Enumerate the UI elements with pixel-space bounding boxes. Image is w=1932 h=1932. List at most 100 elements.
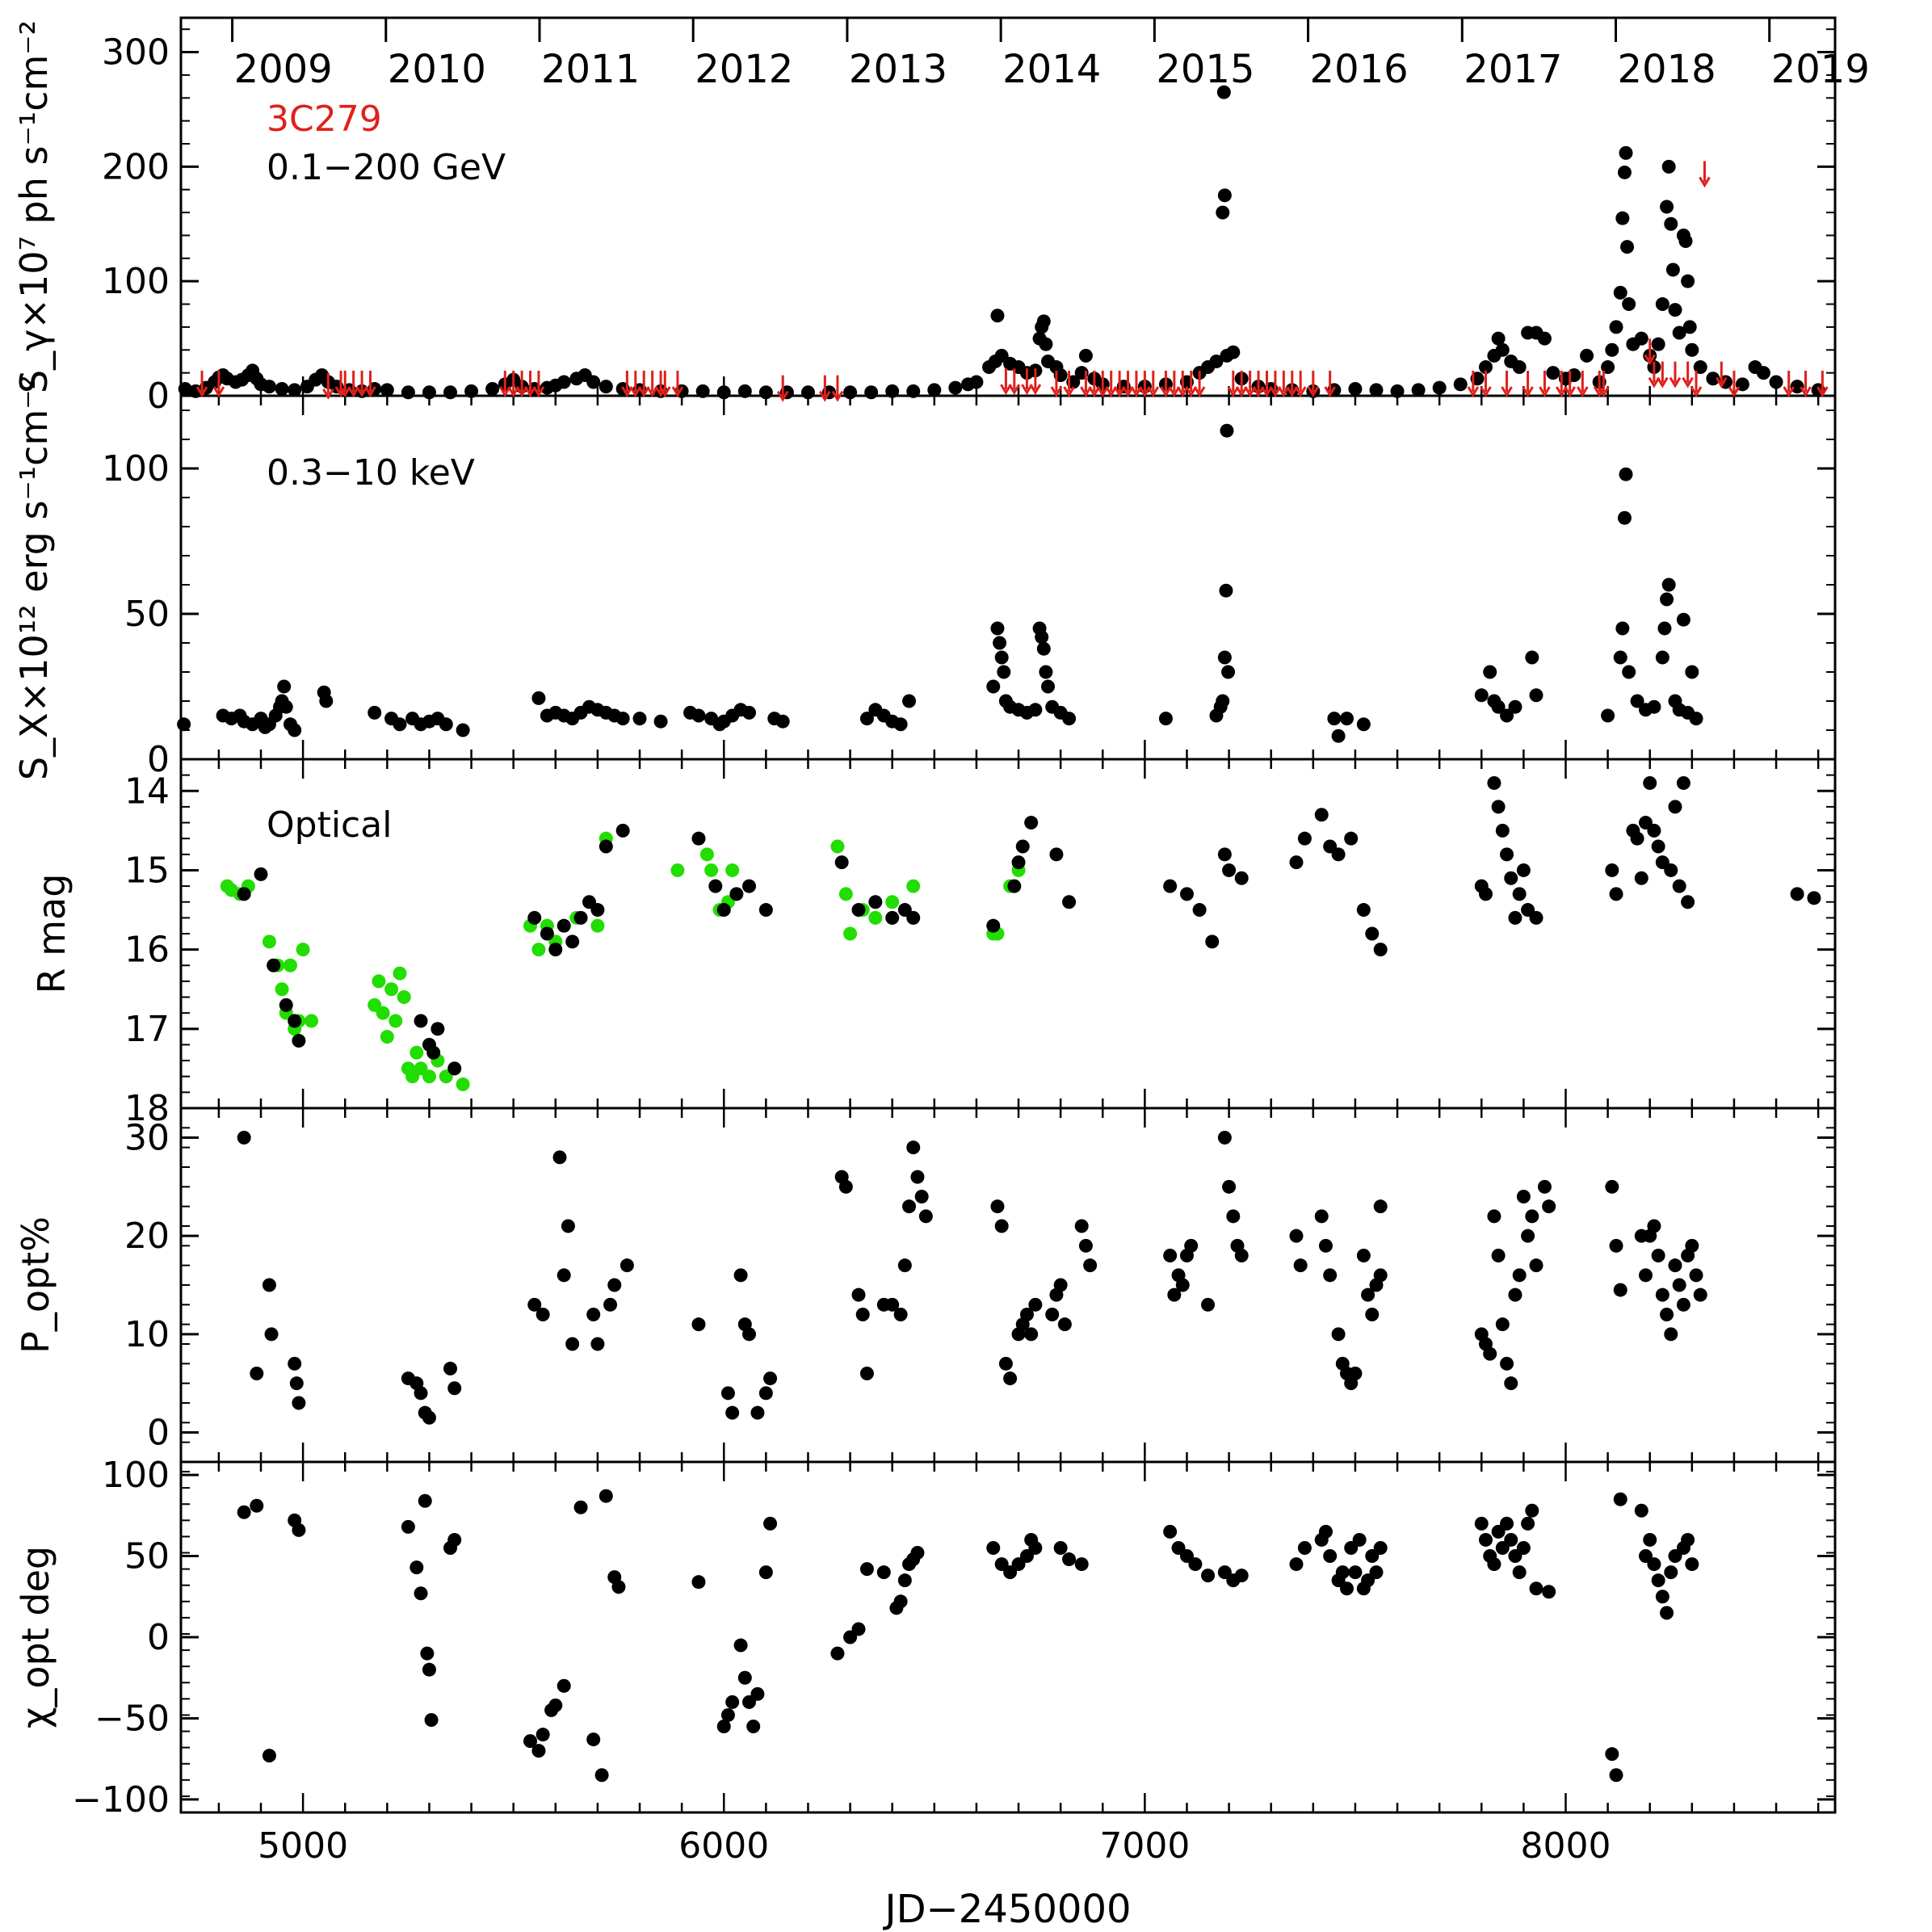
data-point [1348, 1367, 1363, 1380]
upper-limit-arrowhead [1467, 386, 1480, 397]
data-point [1613, 285, 1628, 300]
data-point [1045, 1308, 1060, 1321]
data-point [1491, 1249, 1506, 1262]
data-point [1609, 887, 1623, 901]
data-point [1226, 1209, 1241, 1224]
data-point [885, 895, 900, 909]
y-tick-label: −50 [94, 1698, 170, 1739]
data-point [1508, 910, 1522, 925]
data-point [561, 1219, 575, 1233]
upper-limit-arrowhead [1168, 386, 1181, 397]
data-point [1365, 1308, 1380, 1321]
data-point [1664, 863, 1678, 877]
y-tick-label: 14 [124, 771, 170, 812]
upper-limit-arrowhead [1130, 386, 1143, 397]
data-point [573, 910, 588, 925]
data-point [620, 1258, 634, 1273]
data-point [1474, 1516, 1489, 1531]
data-point [393, 717, 407, 732]
data-point [1651, 1573, 1665, 1588]
data-point [1024, 1327, 1039, 1342]
data-point [910, 1170, 925, 1184]
data-point [1216, 205, 1230, 220]
upper-limit-arrowhead [1577, 386, 1589, 397]
data-point [1217, 188, 1232, 203]
data-point [1790, 887, 1804, 901]
data-point [447, 1532, 462, 1547]
data-point [1634, 1503, 1648, 1518]
data-point [250, 1367, 264, 1380]
upper-limit-arrowhead [1816, 386, 1829, 397]
data-point [830, 839, 845, 854]
data-point [1011, 855, 1026, 870]
data-point [1039, 665, 1053, 679]
axis-ticks-layer: 010020030005010014151617180102030−100−50… [72, 18, 1870, 1867]
upper-limit-arrowhead [646, 386, 658, 397]
data-point [1175, 1278, 1190, 1292]
x-axis-label: JD−2450000 [882, 1887, 1131, 1932]
data-point [1323, 1268, 1338, 1283]
data-point [902, 694, 917, 708]
data-point [1411, 383, 1426, 397]
data-point [615, 823, 630, 838]
data-point [763, 1516, 778, 1531]
data-point [1655, 650, 1670, 665]
data-point [424, 1712, 439, 1727]
data-point [1500, 847, 1514, 862]
xray-band-annotation: 0.3−10 keV [267, 452, 475, 494]
xray-y-axis-label: S_X×10¹² erg s⁻¹cm⁻² [12, 375, 56, 780]
upper-limit-arrowhead [1800, 386, 1812, 397]
data-point [851, 903, 866, 918]
data-point [986, 918, 1001, 933]
data-point [603, 1297, 618, 1312]
polarization-y-axis-label: P_opt% [14, 1216, 57, 1354]
data-point [897, 1258, 912, 1273]
data-point [292, 1396, 306, 1410]
data-point [277, 679, 292, 694]
data-point [859, 712, 874, 726]
data-point [414, 1586, 428, 1601]
data-point [1356, 903, 1371, 918]
data-point [969, 375, 984, 389]
data-point [729, 887, 744, 901]
data-point [1163, 1249, 1178, 1262]
data-marks-layer [177, 85, 1829, 1783]
data-point [1053, 1278, 1068, 1292]
y-tick-label: 0 [147, 1617, 170, 1658]
data-point [893, 1308, 908, 1321]
upper-limit-arrowhead [1269, 386, 1282, 397]
data-point [1685, 1557, 1699, 1572]
data-point [1003, 1371, 1018, 1386]
data-point [188, 384, 203, 398]
data-point [393, 966, 407, 981]
data-point [1512, 887, 1527, 901]
data-point [1605, 863, 1619, 877]
data-point [1647, 1219, 1661, 1233]
data-point [704, 863, 719, 877]
data-point [598, 1489, 613, 1503]
data-point [1487, 1557, 1502, 1572]
data-point [1297, 831, 1312, 846]
upper-limit-arrowhead [1555, 386, 1568, 397]
upper-limit-arrowhead [1021, 384, 1033, 396]
data-point [1681, 274, 1695, 288]
upper-limit-arrowhead [1063, 386, 1075, 397]
data-point [430, 1022, 445, 1036]
data-point [1348, 1565, 1363, 1580]
data-point [447, 1381, 462, 1396]
data-point [422, 385, 436, 400]
data-point [1078, 1238, 1093, 1253]
data-point [742, 879, 757, 893]
data-point [725, 863, 740, 877]
y-tick-label: 200 [102, 146, 170, 187]
data-point [1495, 823, 1510, 838]
data-point [1622, 665, 1636, 679]
data-point [800, 385, 815, 400]
data-point [897, 1573, 912, 1588]
data-point [1678, 234, 1693, 249]
upper-limit-arrowhead [1657, 376, 1669, 388]
data-point [586, 1308, 601, 1321]
year-label: 2019 [1771, 47, 1870, 92]
data-point [237, 887, 251, 901]
data-point [910, 1546, 925, 1560]
